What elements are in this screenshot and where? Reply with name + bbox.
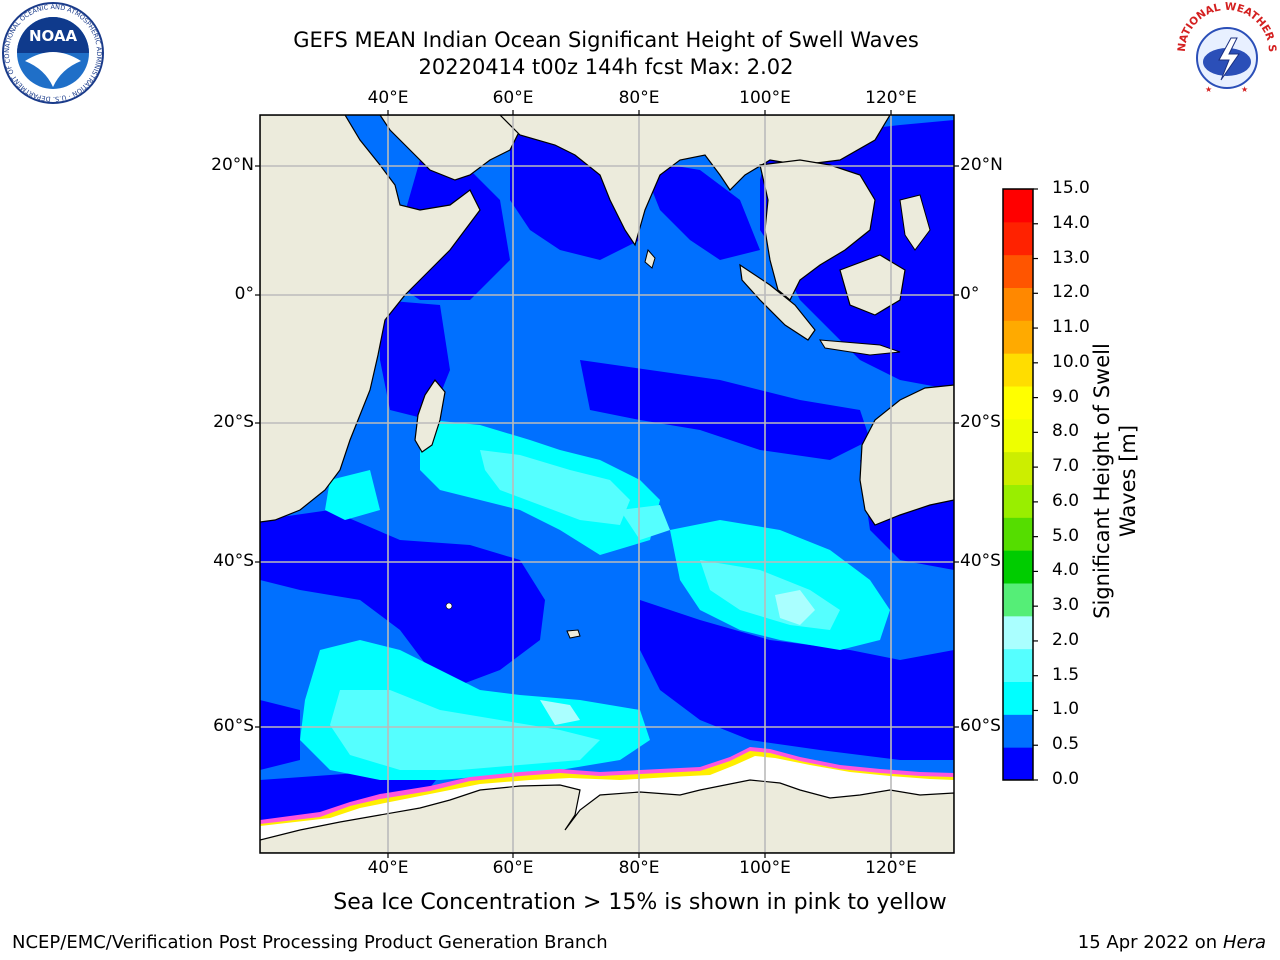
lon-label-top-120e: 120°E: [865, 88, 917, 108]
svg-text:★: ★: [1241, 85, 1248, 94]
colorbar-tick-label: 3.0: [1052, 595, 1080, 616]
colorbar-swatch: [1003, 583, 1033, 617]
colorbar-ticks: [1033, 188, 1038, 781]
colorbar-swatch: [1003, 517, 1033, 551]
lat-label-left-20n: 20°N: [211, 155, 254, 175]
colorbar-tick-label: 4.0: [1052, 560, 1080, 581]
colorbar-tick-label: 8.0: [1052, 421, 1080, 442]
colorbar-tick-label: 12.0: [1052, 282, 1090, 303]
colorbar: [1003, 189, 1033, 781]
colorbar-tick-label: 9.0: [1052, 386, 1080, 407]
peak-swell-regions: [540, 590, 815, 725]
svg-text:★: ★: [1205, 85, 1212, 94]
colorbar-swatch: [1003, 648, 1033, 682]
map-ticks: [255, 110, 959, 858]
land-antarctica: [260, 779, 954, 853]
colorbar-tick-label: 1.5: [1052, 664, 1080, 685]
colorbar-swatch: [1003, 615, 1033, 650]
colorbar-swatch: [1003, 714, 1033, 748]
colorbar-swatch: [1003, 221, 1033, 256]
colorbar-tick-label: 1.0: [1052, 699, 1080, 720]
lon-label-bottom-60e: 60°E: [492, 858, 534, 878]
noaa-logo: NATIONAL OCEANIC AND ATMOSPHERIC ADMINIS…: [1, 1, 104, 104]
colorbar-swatch: [1003, 747, 1033, 781]
lat-label-right-60s: 60°S: [960, 716, 1001, 736]
land-borneo: [839, 254, 906, 316]
colorbar-swatch: [1003, 681, 1033, 715]
colorbar-tick-label: 10.0: [1052, 351, 1090, 372]
colorbar-tick-label: 0.5: [1052, 734, 1080, 755]
colorbar-tick-label: 13.0: [1052, 247, 1090, 268]
land-java: [819, 339, 901, 356]
lon-label-top-100e: 100°E: [739, 88, 791, 108]
land-sumatra: [739, 263, 816, 341]
land-kerguelen: [566, 629, 581, 639]
lon-label-bottom-80e: 80°E: [618, 858, 660, 878]
colorbar-title: Significant Height of Swell Waves [m]: [1089, 321, 1141, 641]
land-africa: [260, 115, 481, 523]
footer-credit: NCEP/EMC/Verification Post Processing Pr…: [12, 932, 608, 953]
lon-label-bottom-100e: 100°E: [739, 858, 791, 878]
colorbar-swatch: [1003, 550, 1033, 584]
colorbar-title-line1: Significant Height of Swell: [1090, 343, 1114, 619]
land-madagascar: [414, 378, 446, 453]
colorbar-swatch: [1003, 287, 1033, 321]
lon-label-top-60e: 60°E: [492, 88, 534, 108]
lat-label-left-0: 0°: [234, 284, 254, 304]
lat-label-right-20n: 20°N: [960, 155, 1003, 175]
lat-label-left-20s: 20°S: [213, 412, 254, 432]
land-crozet: [445, 602, 453, 610]
lat-label-right-40s: 40°S: [960, 551, 1001, 571]
colorbar-tick-label: 0.0: [1052, 769, 1080, 789]
colorbar-frame: [1002, 188, 1034, 781]
colorbar-swatch: [1003, 418, 1033, 453]
map-frame: [259, 114, 955, 854]
colorbar-tick-label: 5.0: [1052, 525, 1080, 546]
chart-title: GEFS MEAN Indian Ocean Significant Heigh…: [293, 28, 919, 52]
land-australia: [859, 384, 954, 526]
colorbar-tick-label: 6.0: [1052, 490, 1080, 511]
chart-subtitle: 20220414 t00z 144h fcst Max: 2.02: [418, 55, 794, 79]
lat-label-right-0: 0°: [960, 284, 980, 304]
nws-logo: NATIONAL WEATHER SERVICE ★ ★: [1175, 0, 1278, 102]
footer-date: 15 Apr 2022 on Hera: [1078, 932, 1266, 953]
land-south-asia: [499, 115, 891, 247]
lon-label-bottom-120e: 120°E: [865, 858, 917, 878]
colorbar-swatch: [1003, 386, 1033, 420]
colorbar-swatch: [1003, 320, 1033, 354]
footer-date-text: 15 Apr 2022 on: [1077, 932, 1223, 953]
noaa-logo-text: NOAA: [29, 27, 78, 45]
graticule: [260, 115, 954, 853]
colorbar-swatch: [1003, 189, 1033, 223]
lat-label-left-40s: 40°S: [213, 551, 254, 571]
colorbar-swatch: [1003, 353, 1033, 387]
lat-label-right-20s: 20°S: [960, 412, 1001, 432]
lon-label-bottom-40e: 40°E: [367, 858, 409, 878]
land-islands: [899, 194, 931, 251]
colorbar-title-line2: Waves [m]: [1116, 424, 1140, 538]
colorbar-swatch: [1003, 484, 1033, 518]
land-sri-lanka: [644, 248, 656, 269]
colorbar-tick-label: 2.0: [1052, 629, 1080, 650]
colorbar-swatch: [1003, 254, 1033, 288]
land-indochina: [759, 159, 876, 301]
colorbar-tick-label: 15.0: [1052, 178, 1090, 198]
footer-machine: Hera: [1222, 932, 1266, 953]
colorbar-swatch: [1003, 451, 1033, 485]
colorbar-tick-label: 7.0: [1052, 456, 1080, 477]
lon-label-top-80e: 80°E: [618, 88, 660, 108]
lon-label-top-40e: 40°E: [367, 88, 409, 108]
lat-label-left-60s: 60°S: [213, 716, 254, 736]
colorbar-tick-label: 14.0: [1052, 212, 1090, 233]
colorbar-tick-label: 11.0: [1052, 317, 1090, 338]
sea-ice-note: Sea Ice Concentration > 15% is shown in …: [333, 890, 947, 915]
